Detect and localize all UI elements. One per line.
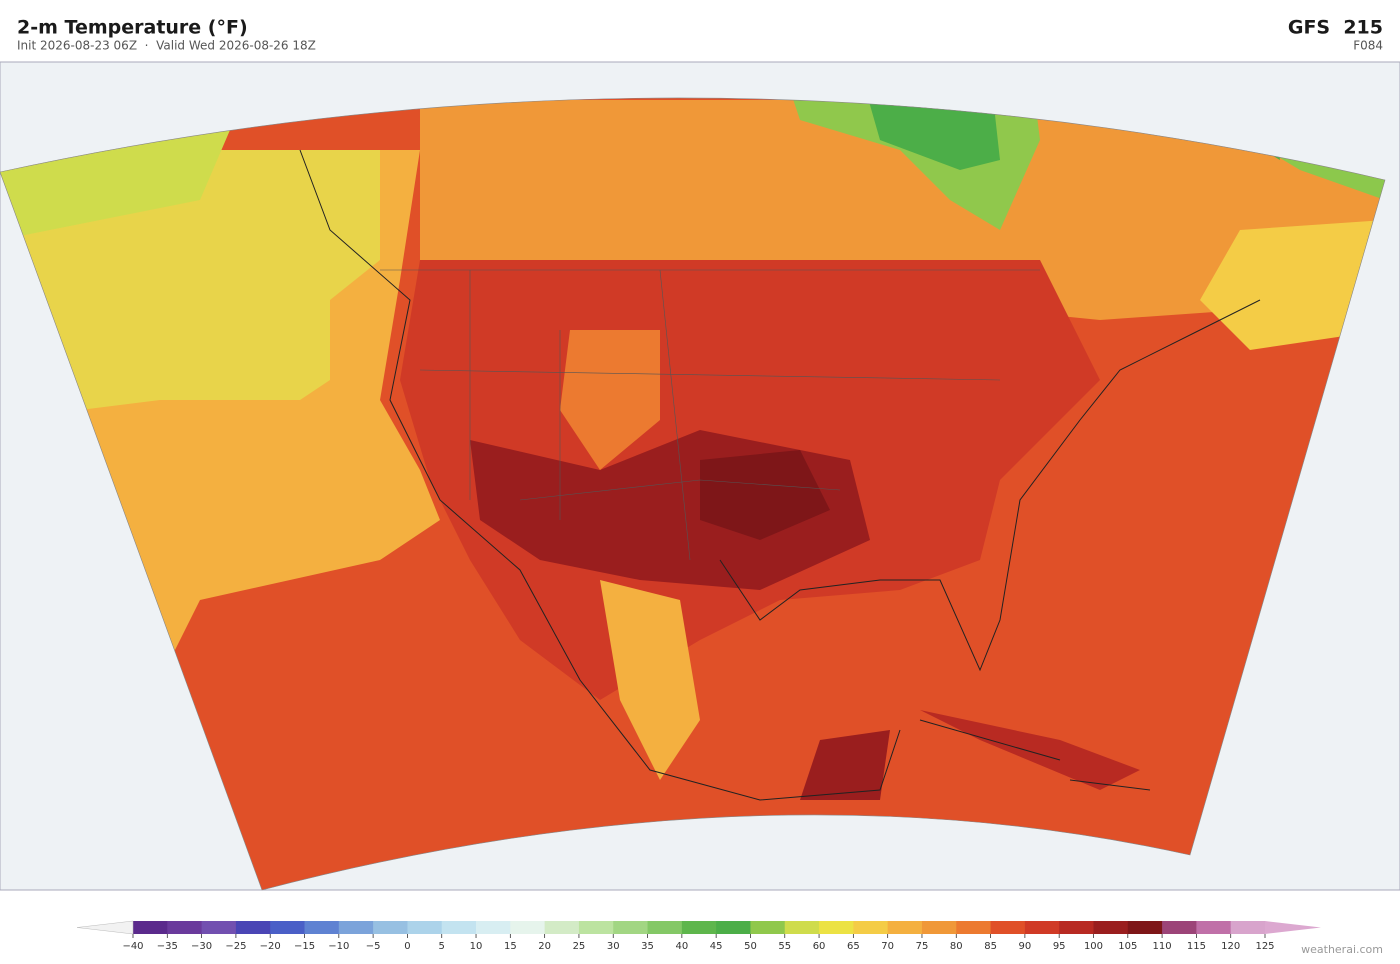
color-bin — [270, 921, 306, 934]
title: 2-m Temperature (°F) — [17, 17, 248, 39]
colorbar-tick-label: −10 — [328, 941, 349, 952]
color-bin — [133, 921, 168, 934]
color-bin — [681, 921, 717, 934]
colorbar-tick-label: 115 — [1187, 941, 1206, 952]
colorbar-tick-label: 95 — [1053, 941, 1066, 952]
color-bin — [441, 921, 477, 934]
colorbar-tick-label: −5 — [366, 941, 381, 952]
subtitle: Init 2026-08-23 06Z · Valid Wed 2026-08-… — [17, 39, 316, 53]
colorbar-tick-label: 100 — [1084, 941, 1103, 952]
colorbar-tick-label: 50 — [744, 941, 757, 952]
color-bin — [716, 921, 751, 934]
colorbar-tick-label: 15 — [504, 941, 517, 952]
colorbar-tick-label: 20 — [538, 941, 551, 952]
colorbar-tick-label: 80 — [950, 941, 963, 952]
domain-outline — [0, 97, 1386, 891]
color-bin — [1162, 921, 1197, 934]
colorbar-tick-label: 90 — [1019, 941, 1032, 952]
colorbar-tick-label: −30 — [191, 941, 212, 952]
color-bin — [750, 921, 786, 934]
colorbar-extend-low — [76, 920, 134, 935]
colorbar-tick-label: 120 — [1221, 941, 1240, 952]
colorbar-tick-label: 70 — [881, 941, 894, 952]
colorbar-tick-label: 30 — [607, 941, 620, 952]
colorbar-tick-label: −25 — [225, 941, 246, 952]
color-bin — [544, 921, 580, 934]
color-bin — [819, 921, 854, 934]
colorbar-tick-label: 40 — [675, 941, 688, 952]
color-bin — [956, 921, 992, 934]
colorbar-extend-high — [1265, 921, 1321, 934]
colorbar-tick-label: 125 — [1255, 941, 1274, 952]
color-bin — [613, 921, 649, 934]
color-bin — [201, 921, 237, 934]
colorbar-tick-label: −40 — [122, 941, 143, 952]
color-bin — [784, 921, 820, 934]
colorbar-tick-label: 60 — [813, 941, 826, 952]
colorbar-tick-label: −35 — [157, 941, 178, 952]
colorbar-tick-label: 75 — [916, 941, 929, 952]
color-bin — [1024, 921, 1060, 934]
colorbar: −40 −35 −30 −25 −20 −15 −10 −5 0 5 10 15 20 25 30 35 40 4… — [76, 920, 1321, 952]
colorbar-tick-label: 105 — [1118, 941, 1137, 952]
forecast-hour: F084 — [1353, 39, 1383, 53]
colorbar-tick-label: −15 — [294, 941, 315, 952]
colorbar-tick-label: 85 — [984, 941, 997, 952]
state-borders — [380, 269, 1040, 561]
colorbar-tick-label: 35 — [641, 941, 654, 952]
color-bin — [476, 921, 511, 934]
color-bin — [647, 921, 683, 934]
color-bin — [1093, 921, 1129, 934]
color-bin — [510, 921, 546, 934]
color-bin — [853, 921, 889, 934]
color-bin — [1196, 921, 1232, 934]
color-bin — [921, 921, 957, 934]
colorbar-tick-label: 10 — [470, 941, 483, 952]
color-bin — [1059, 921, 1094, 934]
colorbar-tick-label: 110 — [1153, 941, 1172, 952]
color-bin — [304, 921, 340, 934]
colorbar-tick-label: 25 — [573, 941, 586, 952]
color-bin — [1230, 921, 1266, 934]
color-bin — [578, 921, 614, 934]
color-bin — [1127, 921, 1163, 934]
model-name: GFS 215 — [1288, 17, 1383, 39]
color-bin — [407, 921, 443, 934]
colorbar-tick-label: 55 — [778, 941, 791, 952]
color-bin — [167, 921, 203, 934]
colorbar-tick-label: 0 — [404, 941, 410, 952]
credit: weatherai.com — [1301, 943, 1383, 956]
color-bin — [373, 921, 408, 934]
coastlines — [299, 149, 1261, 801]
colorbar-tick-label: 45 — [710, 941, 723, 952]
colorbar-tick-label: 65 — [847, 941, 860, 952]
color-bin — [990, 921, 1026, 934]
color-bin — [235, 921, 271, 934]
colorbar-tick-label: −20 — [260, 941, 281, 952]
color-bin — [887, 921, 923, 934]
color-bin — [338, 921, 374, 934]
colorbar-tick-label: 5 — [439, 941, 445, 952]
